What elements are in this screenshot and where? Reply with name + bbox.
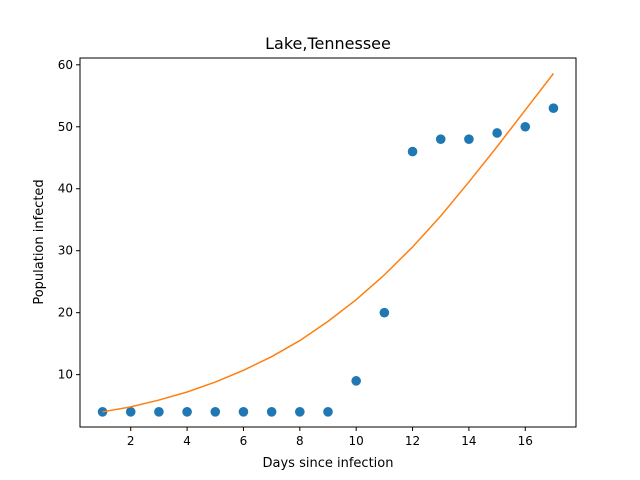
x-tick-label: 14 <box>461 434 476 448</box>
chart-title: Lake,Tennessee <box>265 34 391 53</box>
y-tick-label: 40 <box>58 182 73 196</box>
data-point <box>379 307 390 318</box>
data-point <box>520 121 531 132</box>
x-axis-label: Days since infection <box>263 456 394 471</box>
data-point <box>351 376 361 386</box>
axes-frame <box>79 57 577 428</box>
data-point <box>97 407 108 417</box>
x-tick-label: 8 <box>296 434 304 448</box>
data-point <box>266 407 277 417</box>
data-point <box>323 407 333 417</box>
y-tick-label: 50 <box>58 120 73 134</box>
x-tick-label: 16 <box>518 434 533 448</box>
x-tick-label: 2 <box>127 434 135 448</box>
y-tick-label: 30 <box>58 244 73 258</box>
data-point <box>182 407 192 417</box>
x-tick-label: 10 <box>349 434 364 448</box>
data-point <box>125 407 136 417</box>
x-tick-label: 4 <box>183 434 191 448</box>
x-tick-label: 12 <box>405 434 420 448</box>
data-point <box>464 134 474 144</box>
fit-line <box>102 73 555 413</box>
data-point <box>295 407 305 417</box>
y-tick-label: 20 <box>58 306 73 320</box>
data-point <box>548 103 559 113</box>
data-point <box>492 128 502 138</box>
plot-area <box>97 73 559 417</box>
y-axis: 10 20 30 40 50 60 <box>58 58 80 382</box>
y-tick-label: 60 <box>58 58 73 72</box>
data-point <box>210 407 221 417</box>
y-axis-label: Population infected <box>32 179 47 304</box>
data-point <box>154 407 164 417</box>
data-point <box>407 146 418 157</box>
x-axis: 2 4 6 8 10 12 14 16 <box>127 427 533 448</box>
y-tick-label: 10 <box>58 368 73 382</box>
x-tick-label: 6 <box>240 434 248 448</box>
data-point <box>435 134 446 144</box>
data-point <box>238 407 249 417</box>
